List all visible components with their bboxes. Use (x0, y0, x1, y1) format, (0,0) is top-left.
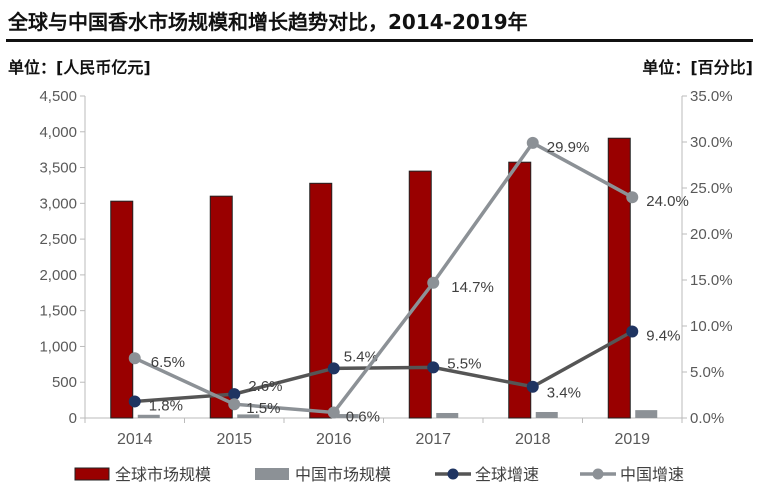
marker-global-2015 (228, 388, 241, 401)
data-label: 1.5% (246, 400, 280, 417)
left-tick-label: 0 (69, 410, 77, 427)
right-axis-unit: 单位：[百分比] (642, 58, 753, 77)
bar-global-2017 (408, 170, 432, 419)
marker-china-2017 (427, 276, 440, 289)
data-label: 14.7% (451, 279, 494, 296)
legend-label: 中国市场规模 (295, 466, 391, 484)
marker-global-2016 (327, 362, 340, 375)
data-label: 5.5% (447, 355, 481, 372)
data-label: 9.4% (646, 328, 680, 345)
legend-swatch (74, 467, 110, 481)
legend-marker (592, 468, 604, 480)
marker-global-2017 (427, 361, 440, 374)
bar-china-2016 (336, 414, 359, 418)
chart-title: 全球与中国香水市场规模和增长趋势对比，2014-2019年 (8, 10, 528, 34)
bar-global-2018 (508, 161, 532, 419)
data-label: 1.8% (149, 397, 183, 414)
data-label: 6.5% (151, 354, 185, 371)
bar-china-2014 (137, 414, 160, 418)
x-tick-label: 2015 (216, 431, 252, 448)
right-tick-label: 35.0% (690, 88, 733, 105)
right-tick-label: 20.0% (690, 226, 733, 243)
x-tick-label: 2017 (415, 431, 451, 448)
marker-china-2015 (228, 398, 241, 411)
right-tick-label: 15.0% (690, 272, 733, 289)
marker-china-2019 (626, 191, 639, 204)
bar-china-2019 (635, 410, 658, 418)
left-tick-label: 3,000 (39, 195, 77, 212)
x-tick-label: 2018 (515, 431, 551, 448)
bar-global-2019 (607, 137, 631, 419)
x-tick-label: 2016 (316, 431, 352, 448)
right-tick-label: 10.0% (690, 318, 733, 335)
x-tick-label: 2014 (117, 431, 153, 448)
left-tick-label: 2,500 (39, 231, 77, 248)
left-tick-label: 1,000 (39, 338, 77, 355)
data-label: 29.9% (547, 139, 590, 156)
bar-global-2014 (110, 200, 134, 419)
data-label: 5.4% (344, 348, 378, 365)
legend-swatch (255, 468, 289, 480)
marker-china-2014 (128, 352, 141, 365)
title-rule (6, 39, 753, 42)
data-label: 3.4% (547, 385, 581, 402)
left-tick-label: 2,000 (39, 267, 77, 284)
right-tick-label: 0.0% (690, 410, 724, 427)
left-tick-label: 1,500 (39, 303, 77, 320)
marker-china-2016 (327, 406, 340, 419)
legend-label: 全球市场规模 (115, 466, 211, 484)
right-tick-label: 5.0% (690, 364, 724, 381)
legend-label: 全球增速 (475, 466, 539, 484)
data-label: 24.0% (646, 193, 689, 210)
marker-global-2014 (128, 395, 141, 408)
data-label: 0.6% (346, 408, 380, 425)
bar-china-2018 (535, 411, 558, 418)
x-tick-label: 2019 (614, 431, 650, 448)
left-tick-label: 4,500 (39, 88, 77, 105)
right-tick-label: 25.0% (690, 180, 733, 197)
legend-marker (447, 468, 459, 480)
left-tick-label: 3,500 (39, 160, 77, 177)
legend-label: 中国增速 (620, 466, 684, 484)
left-tick-label: 4,000 (39, 124, 77, 141)
line-china-growth (134, 140, 634, 415)
left-axis-unit: 单位：[人民币亿元] (8, 58, 151, 77)
left-tick-label: 500 (52, 374, 77, 391)
marker-global-2019 (626, 325, 639, 338)
right-tick-label: 30.0% (690, 134, 733, 151)
data-label: 2.6% (248, 378, 282, 395)
bar-global-2016 (309, 182, 333, 419)
marker-global-2018 (526, 380, 539, 393)
marker-china-2018 (526, 136, 539, 149)
bar-global-2015 (209, 195, 233, 419)
bar-china-2015 (237, 414, 260, 418)
bar-china-2017 (436, 412, 459, 418)
